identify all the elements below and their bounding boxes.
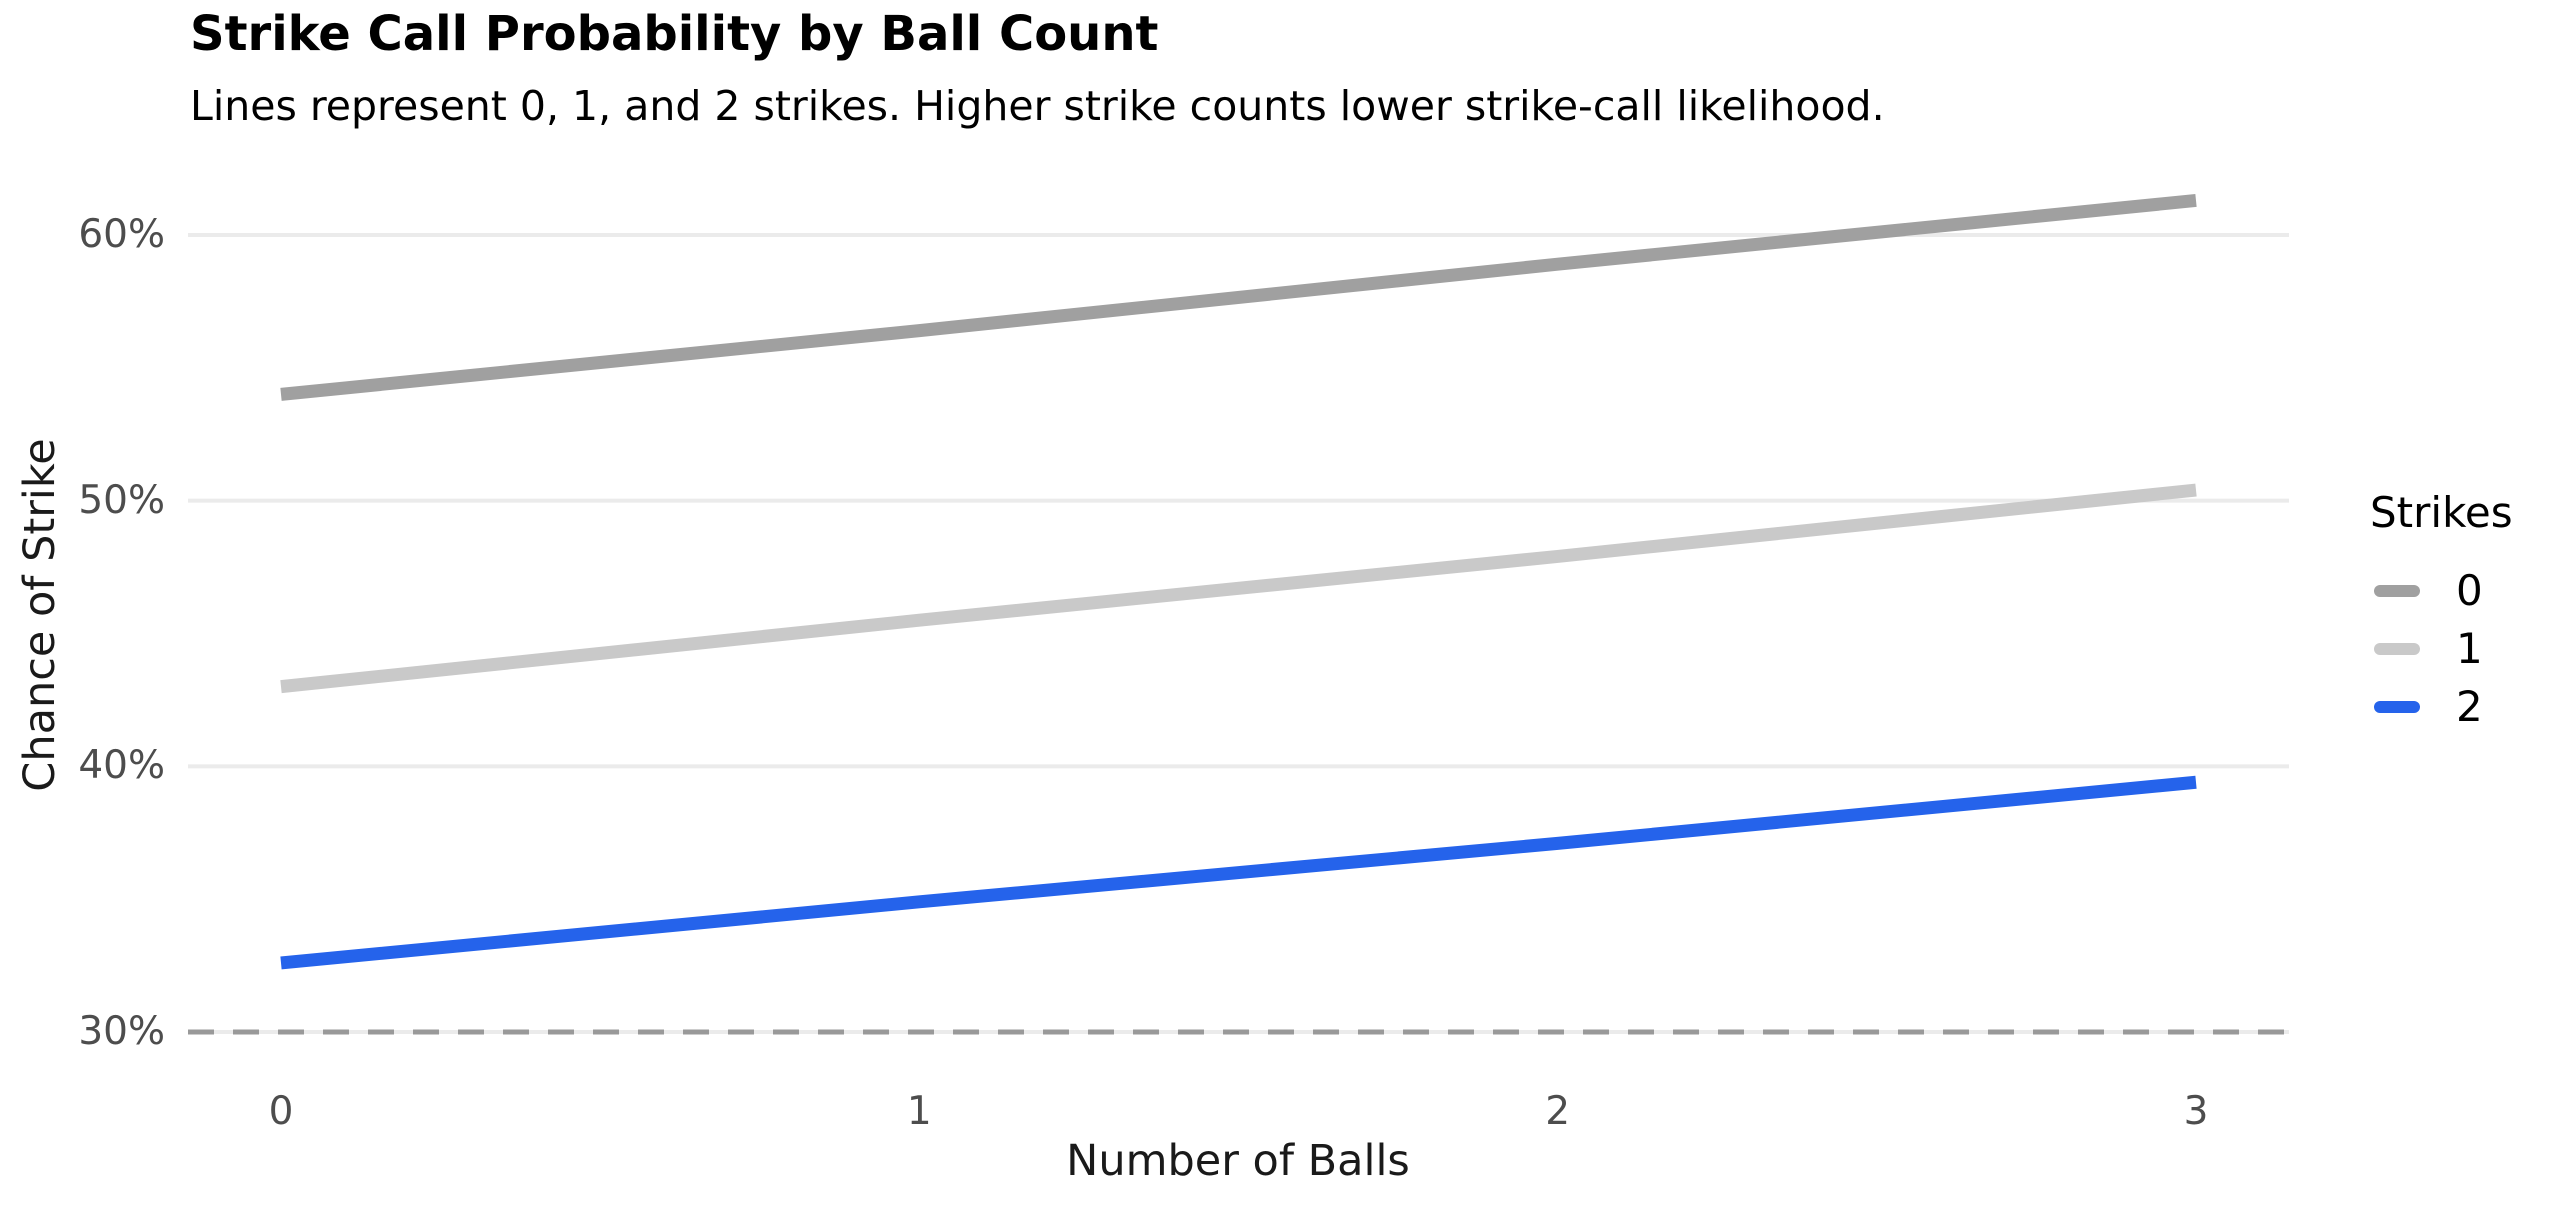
legend-item-label: 0 — [2456, 566, 2483, 615]
chart-subtitle: Lines represent 0, 1, and 2 strikes. Hig… — [190, 82, 1885, 130]
series-line-strikes-1 — [280, 483, 2197, 694]
legend-item-strikes-2: 2 — [2370, 682, 2483, 731]
legend-item-label: 2 — [2456, 682, 2483, 731]
legend-title: Strikes — [2370, 488, 2513, 537]
legend-swatch-strikes-1 — [2374, 643, 2420, 655]
legend-item-strikes-1: 1 — [2370, 624, 2483, 673]
x-tick-label-1: 1 — [906, 1089, 932, 1134]
series-line-strikes-2 — [280, 775, 2197, 970]
x-axis-title: Number of Balls — [1066, 1136, 1410, 1186]
y-tick-label-40%: 40% — [78, 743, 165, 789]
y-tick-label-60%: 60% — [78, 211, 165, 257]
y-tick-label-50%: 50% — [78, 477, 165, 523]
legend-swatch-strikes-0 — [2374, 585, 2420, 597]
series-line-strikes-0 — [280, 193, 2197, 401]
x-tick-label-2: 2 — [1545, 1089, 1571, 1134]
x-tick-label-3: 3 — [2183, 1089, 2209, 1134]
chart-title: Strike Call Probability by Ball Count — [190, 6, 1159, 62]
legend-item-strikes-0: 0 — [2370, 566, 2483, 615]
x-tick-label-0: 0 — [268, 1089, 294, 1134]
legend-item-label: 1 — [2456, 624, 2483, 673]
legend: Strikes 0 1 2 — [2370, 489, 2560, 769]
legend-swatch-strikes-2 — [2374, 701, 2420, 713]
y-tick-label-30%: 30% — [78, 1009, 165, 1054]
